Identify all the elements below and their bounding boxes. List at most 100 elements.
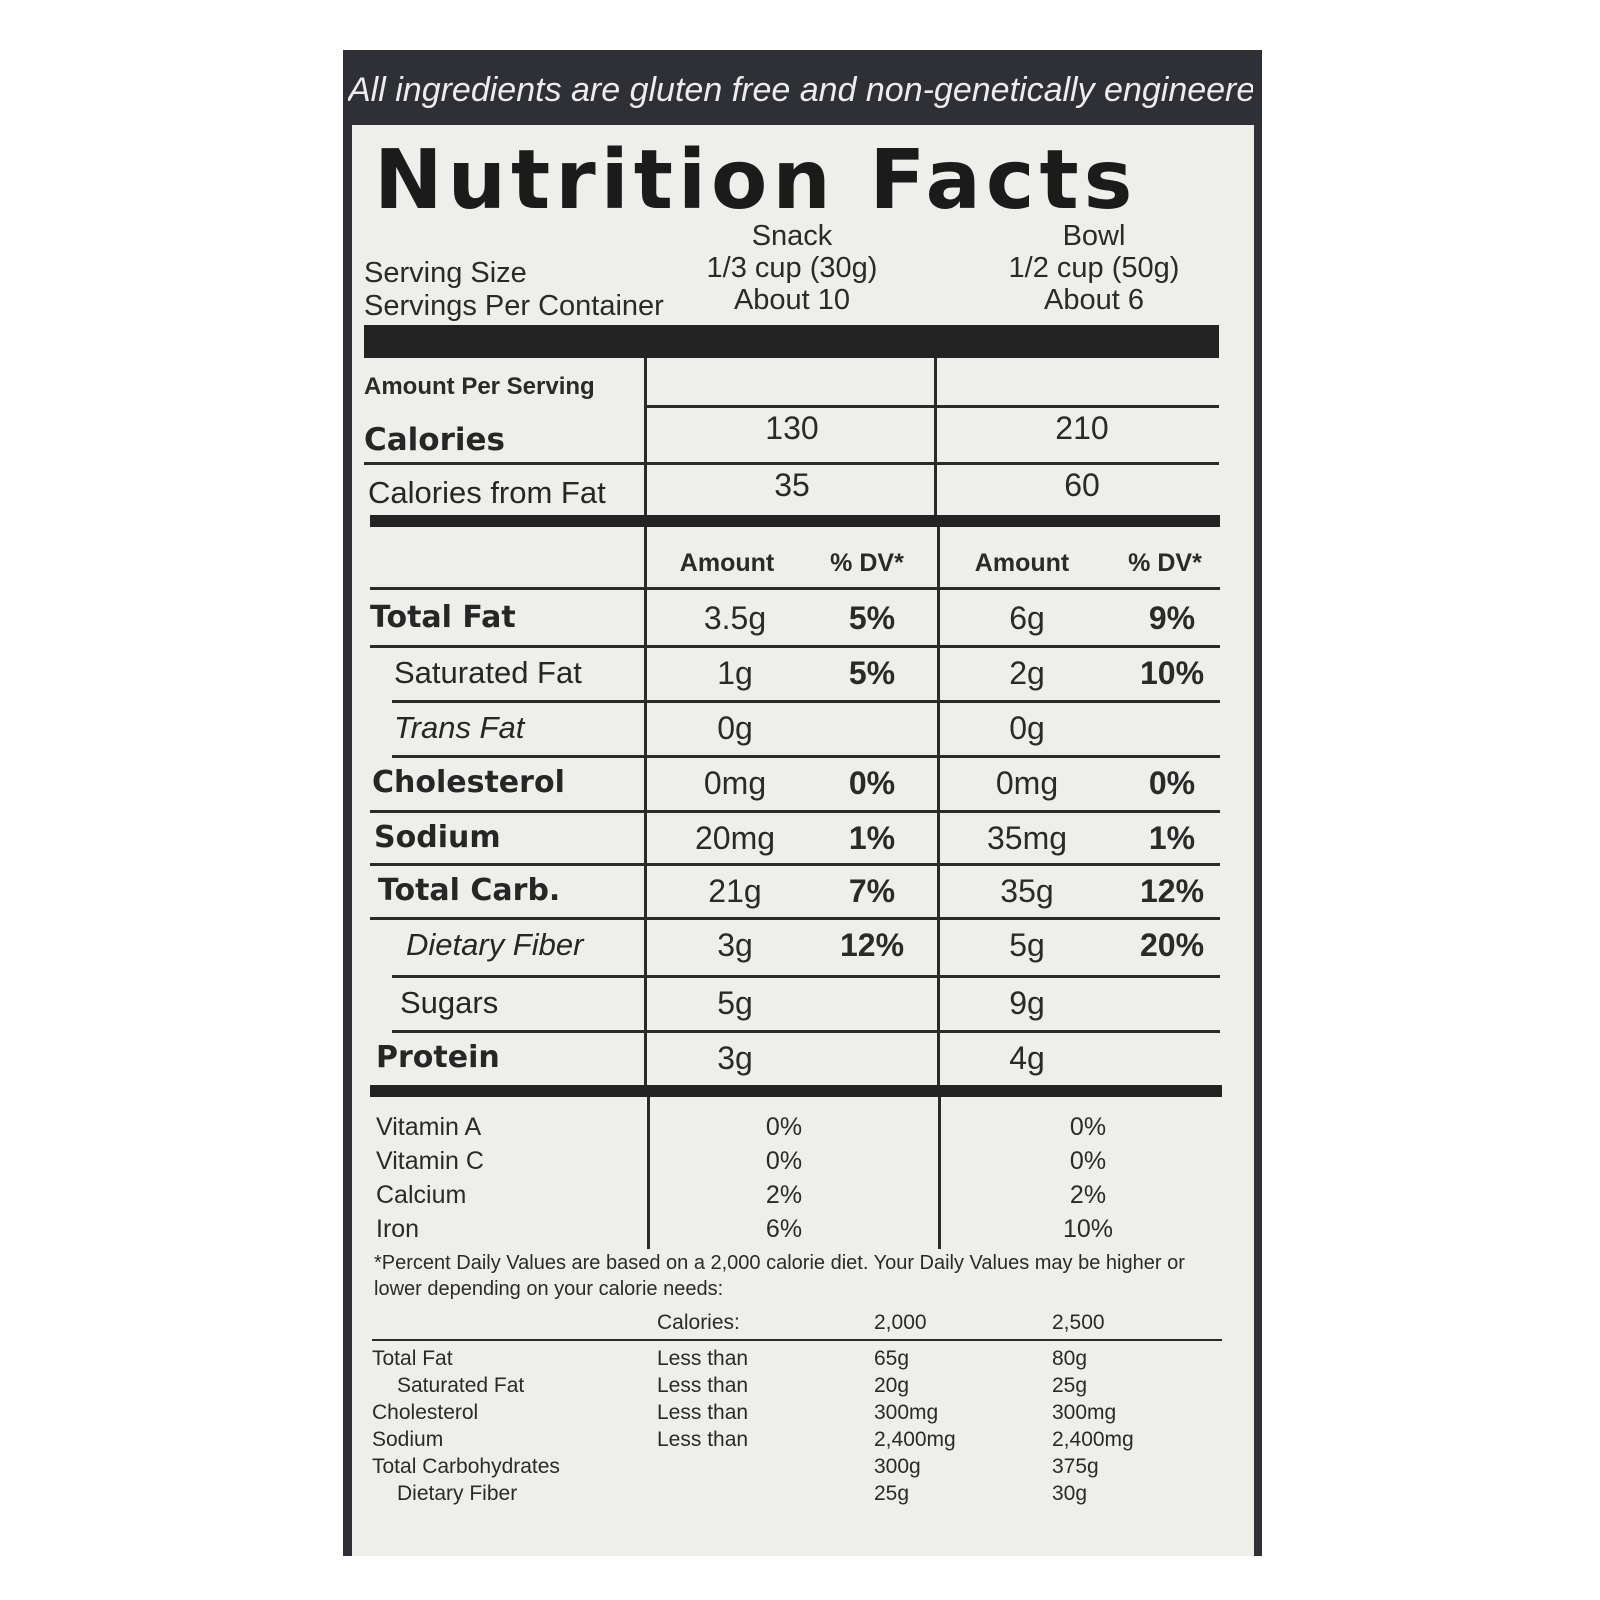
nutrient-label: Saturated Fat (394, 655, 582, 690)
nutrition-label: Nutrition Facts Snack 1/3 cup (30g) Abou… (352, 125, 1254, 1556)
vitamin-label: Vitamin C (376, 1147, 484, 1175)
column-divider (647, 1097, 650, 1249)
reference-calories-label: Calories: (657, 1311, 740, 1334)
serving-size-label: Serving Size (364, 257, 527, 289)
label-title: Nutrition Facts (374, 133, 1138, 228)
row-divider (392, 700, 1220, 703)
reference-2500-value: 300mg (1052, 1401, 1117, 1424)
reference-qualifier: Less than (657, 1401, 749, 1424)
nutrient-label: Total Fat (370, 600, 516, 635)
bowl-amount-header: Amount (974, 549, 1070, 577)
row-divider (364, 462, 1219, 465)
column-divider (644, 527, 647, 1087)
bowl-amount: 6g (1009, 600, 1045, 636)
snack-amount: 20mg (694, 820, 776, 856)
reference-qualifier: Less than (657, 1428, 749, 1451)
snack-daily-value: 1% (848, 820, 896, 856)
reference-label: Cholesterol (372, 1401, 479, 1424)
snack-amount: 0mg (703, 765, 767, 801)
column-divider (934, 358, 937, 518)
snack-vitamin-value: 0% (765, 1113, 803, 1141)
bowl-daily-value: 20% (1139, 927, 1205, 963)
snack-amount: 3g (717, 927, 753, 963)
snack-amount: 5g (717, 985, 753, 1021)
reference-2000-value: 20g (874, 1374, 910, 1397)
reference-2000-value: 300g (874, 1455, 921, 1478)
vitamin-label: Iron (376, 1215, 420, 1243)
reference-label: Sodium (372, 1428, 444, 1451)
snack-daily-value: 5% (848, 600, 896, 636)
vitamin-label: Calcium (376, 1181, 467, 1209)
column-divider (938, 1097, 941, 1249)
bowl-calories-from-fat: 60 (1064, 467, 1100, 503)
nutrient-label: Dietary Fiber (406, 927, 584, 962)
snack-column-name: Snack (751, 220, 833, 252)
row-divider (370, 645, 1220, 648)
snack-daily-value: 0% (848, 765, 896, 801)
snack-serving-size: 1/3 cup (30g) (706, 252, 878, 284)
snack-amount: 0g (717, 710, 753, 746)
reference-label: Dietary Fiber (397, 1482, 518, 1505)
medium-divider (370, 1085, 1222, 1097)
bowl-daily-value: 0% (1148, 765, 1196, 801)
nutrient-label: Cholesterol (372, 765, 565, 800)
bowl-serving-size: 1/2 cup (50g) (1008, 252, 1180, 284)
bowl-daily-value: 9% (1148, 600, 1196, 636)
bowl-amount: 0mg (995, 765, 1059, 801)
row-divider (392, 975, 1220, 978)
reference-2500-value: 25g (1052, 1374, 1088, 1397)
servings-per-container-label: Servings Per Container (364, 290, 664, 322)
bowl-amount: 2g (1009, 655, 1045, 691)
reference-2500-value: 30g (1052, 1482, 1088, 1505)
snack-vitamin-value: 2% (765, 1181, 803, 1209)
thick-divider (364, 325, 1219, 358)
row-divider (372, 1339, 1222, 1341)
column-divider (644, 358, 647, 518)
row-divider (370, 917, 1220, 920)
reference-label: Total Fat (372, 1347, 453, 1370)
snack-servings: About 10 (733, 284, 851, 316)
bowl-vitamin-value: 10% (1062, 1215, 1114, 1243)
bowl-amount: 0g (1009, 710, 1045, 746)
reference-qualifier: Less than (657, 1347, 749, 1370)
bowl-daily-value: 10% (1139, 655, 1205, 691)
bowl-vitamin-value: 2% (1069, 1181, 1107, 1209)
daily-value-footnote: *Percent Daily Values are based on a 2,0… (374, 1252, 1185, 1300)
reference-2000-value: 2,400mg (874, 1428, 956, 1451)
reference-2500-value: 80g (1052, 1347, 1088, 1370)
snack-vitamin-value: 6% (765, 1215, 803, 1243)
snack-daily-value: 5% (848, 655, 896, 691)
nutrient-label: Sodium (374, 820, 501, 855)
amount-per-serving-label: Amount Per Serving (364, 373, 595, 400)
bowl-amount: 35g (1000, 873, 1054, 909)
reference-2000-value: 25g (874, 1482, 910, 1505)
row-divider (392, 755, 1220, 758)
snack-amount-header: Amount (679, 549, 775, 577)
row-divider (370, 587, 1220, 590)
bowl-amount: 4g (1009, 1040, 1045, 1076)
reference-2000-value: 300mg (874, 1401, 939, 1424)
bowl-daily-value: 12% (1139, 873, 1205, 909)
nutrient-label: Protein (376, 1040, 500, 1075)
bowl-vitamin-value: 0% (1069, 1147, 1107, 1175)
vitamin-label: Vitamin A (376, 1113, 482, 1141)
snack-amount: 3.5g (703, 600, 767, 636)
snack-amount: 1g (717, 655, 753, 691)
bowl-amount: 35mg (986, 820, 1068, 856)
reference-2000-value: 65g (874, 1347, 910, 1370)
bowl-amount: 9g (1009, 985, 1045, 1021)
bowl-servings: About 6 (1044, 284, 1144, 316)
row-divider (392, 1030, 1220, 1033)
reference-2500-value: 375g (1052, 1455, 1099, 1478)
reference-label: Total Carbohydrates (372, 1455, 560, 1478)
calories-from-fat-label: Calories from Fat (368, 475, 606, 510)
calories-label: Calories (364, 422, 505, 458)
medium-divider (370, 515, 1220, 527)
nutrient-label: Sugars (400, 985, 499, 1020)
bowl-calories: 210 (1055, 410, 1109, 446)
bowl-amount: 5g (1009, 927, 1045, 963)
nutrient-label: Total Carb. (378, 873, 561, 908)
column-divider (937, 527, 940, 1087)
snack-amount: 21g (708, 873, 762, 909)
snack-calories-from-fat: 35 (774, 467, 810, 503)
